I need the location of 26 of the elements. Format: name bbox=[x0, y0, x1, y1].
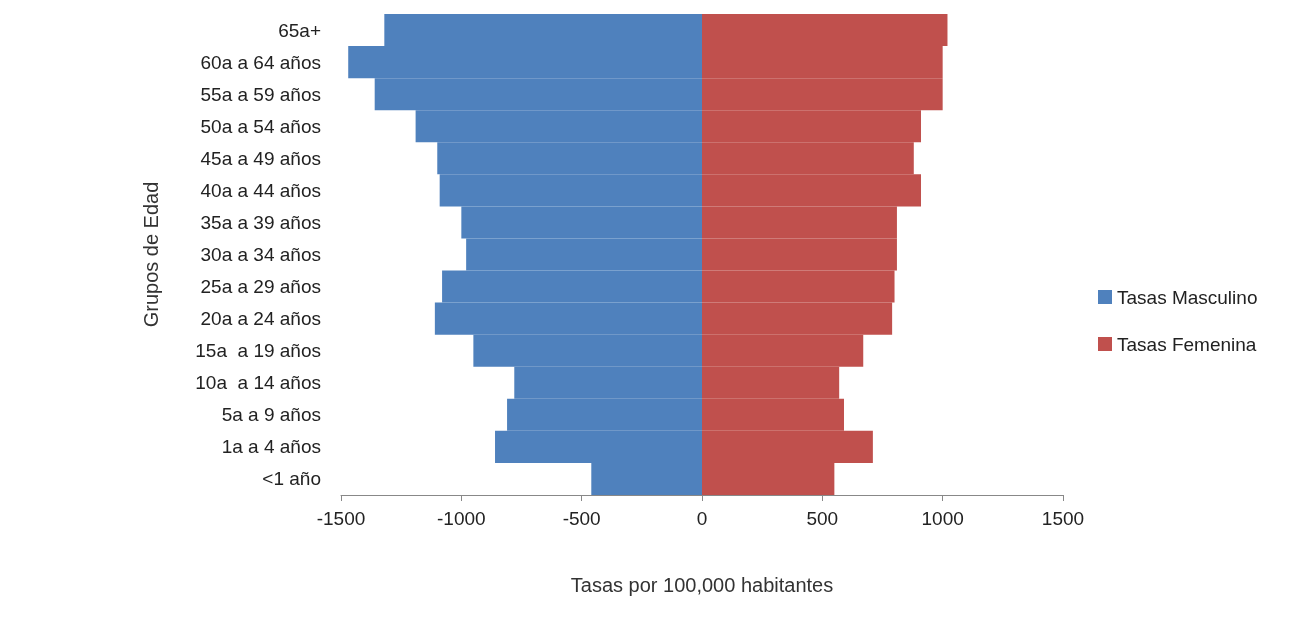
y-tick-label: 5a a 9 años bbox=[221, 404, 321, 426]
y-tick-label: 10a a 14 años bbox=[195, 372, 321, 394]
y-tick-label: 30a a 34 años bbox=[200, 244, 321, 265]
y-tick-label: 55a a 59 años bbox=[200, 83, 321, 105]
y-tick-label: <1 año bbox=[262, 468, 321, 490]
y-tick-label: 25a a 29 años bbox=[200, 276, 321, 298]
x-tick-label: -500 bbox=[562, 508, 601, 529]
x-tick-label: 0 bbox=[696, 508, 708, 529]
y-tick-label: 45a a 49 años bbox=[200, 147, 321, 169]
x-tick-label: 1500 bbox=[1041, 508, 1085, 529]
legend-label: Tasas Masculino bbox=[1117, 286, 1258, 308]
x-tick-label: 1000 bbox=[921, 508, 964, 529]
y-tick-label: 15a a 19 años bbox=[195, 340, 321, 362]
y-tick-label: 50a a 54 años bbox=[200, 115, 321, 137]
y-tick-label: 20a a 24 años bbox=[200, 308, 321, 330]
y-axis-title: Grupos de Edad bbox=[140, 181, 162, 328]
y-tick-label: 35a a 39 años bbox=[200, 211, 321, 233]
y-tick-label: 60a a 64 años bbox=[200, 51, 321, 73]
y-tick-label: 65a+ bbox=[278, 19, 321, 41]
y-tick-label: 40a a 44 años bbox=[200, 179, 321, 201]
x-tick-label: -1500 bbox=[316, 508, 366, 529]
x-axis-title: Tasas por 100,000 habitantes bbox=[570, 574, 834, 596]
y-tick-label: 1a a 4 años bbox=[221, 436, 321, 458]
legend-label: Tasas Femenina bbox=[1117, 333, 1257, 355]
x-tick-label: 500 bbox=[806, 508, 839, 529]
x-tick-label: -1000 bbox=[437, 508, 486, 529]
